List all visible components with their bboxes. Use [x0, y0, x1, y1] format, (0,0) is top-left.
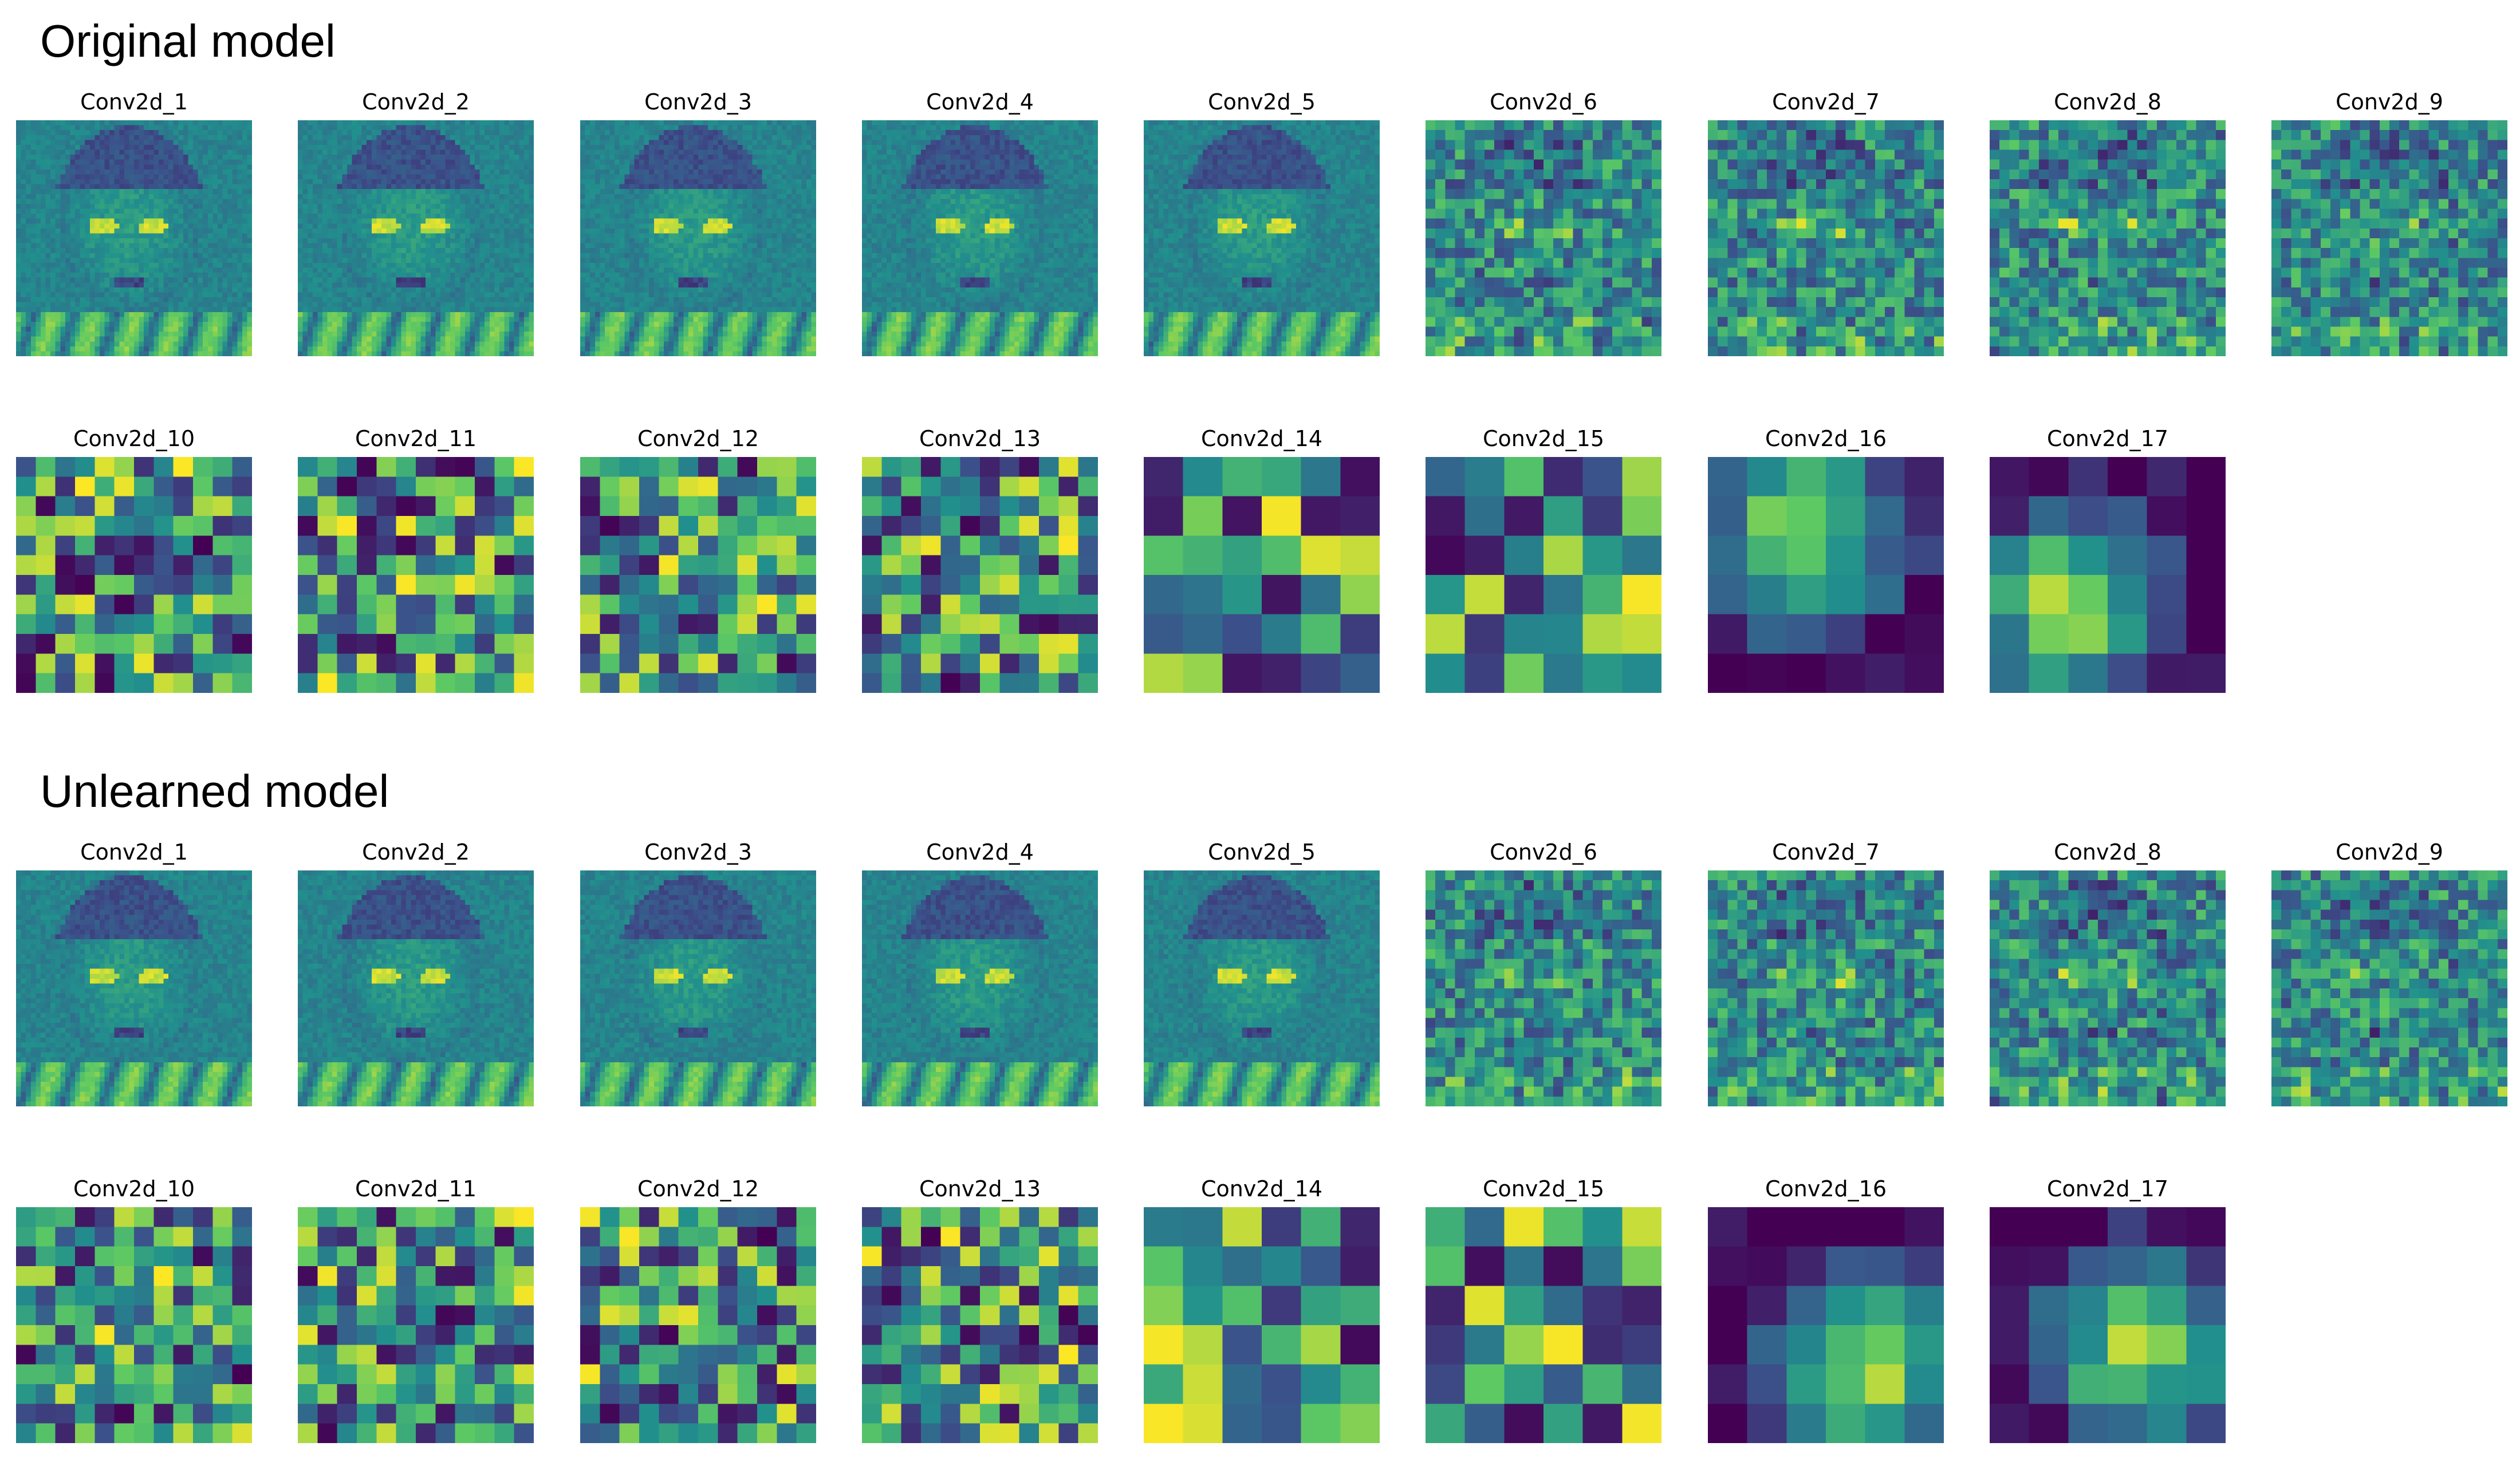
- feature-map-image: [298, 120, 534, 356]
- feature-map-label: Conv2d_7: [1772, 840, 1880, 865]
- feature-map-image: [862, 120, 1098, 356]
- feature-map-image: [1144, 1207, 1380, 1443]
- original-model-title: Original model: [40, 15, 336, 66]
- feature-map-image: [862, 1207, 1098, 1443]
- feature-map-image: [580, 1207, 816, 1443]
- feature-map-image: [862, 457, 1098, 693]
- feature-map-label: Conv2d_2: [362, 89, 470, 115]
- feature-map-image: [16, 1207, 252, 1443]
- feature-map-label: Conv2d_14: [1200, 426, 1322, 451]
- feature-map-image: [1708, 870, 1944, 1106]
- feature-map-label: Conv2d_4: [926, 89, 1034, 115]
- feature-map-label: Conv2d_9: [2336, 89, 2443, 115]
- feature-map-label: Conv2d_7: [1772, 89, 1880, 115]
- feature-map-label: Conv2d_13: [919, 1176, 1041, 1201]
- feature-map-label: Conv2d_1: [80, 89, 188, 115]
- feature-map-image: [1144, 870, 1380, 1106]
- feature-map-label: Conv2d_17: [2046, 426, 2168, 451]
- feature-map-image: [1990, 870, 2226, 1106]
- feature-map-label: Conv2d_17: [2046, 1176, 2168, 1201]
- feature-map-image: [1990, 1207, 2226, 1443]
- feature-map-image: [580, 457, 816, 693]
- feature-map-label: Conv2d_10: [73, 1176, 195, 1201]
- feature-map-label: Conv2d_14: [1200, 1176, 1322, 1201]
- feature-map-image: [1990, 457, 2226, 693]
- feature-map-label: Conv2d_12: [637, 426, 759, 451]
- feature-map-image: [1426, 120, 1661, 356]
- feature-map-image: [862, 870, 1098, 1106]
- feature-map-label: Conv2d_13: [919, 426, 1041, 451]
- feature-map-image: [298, 870, 534, 1106]
- feature-map-label: Conv2d_3: [644, 840, 752, 865]
- feature-map-label: Conv2d_11: [355, 426, 477, 451]
- feature-map-label: Conv2d_4: [926, 840, 1034, 865]
- feature-map-label: Conv2d_15: [1482, 426, 1604, 451]
- feature-map-image: [1426, 870, 1661, 1106]
- feature-map-label: Conv2d_5: [1208, 840, 1316, 865]
- feature-map-image: [1708, 457, 1944, 693]
- feature-map-image: [1990, 120, 2226, 356]
- feature-map-image: [16, 870, 252, 1106]
- feature-map-image: [298, 457, 534, 693]
- feature-map-image: [580, 870, 816, 1106]
- feature-map-image: [16, 120, 252, 356]
- feature-map-image: [1426, 1207, 1661, 1443]
- feature-map-image: [16, 457, 252, 693]
- feature-map-image: [1144, 120, 1380, 356]
- feature-map-label: Conv2d_5: [1208, 89, 1316, 115]
- feature-map-label: Conv2d_10: [73, 426, 195, 451]
- feature-map-label: Conv2d_16: [1765, 1176, 1887, 1201]
- feature-map-image: [298, 1207, 534, 1443]
- feature-map-image: [1144, 457, 1380, 693]
- feature-map-label: Conv2d_12: [637, 1176, 759, 1201]
- feature-map-image: [2271, 120, 2507, 356]
- feature-map-label: Conv2d_2: [362, 840, 470, 865]
- feature-map-image: [2271, 870, 2507, 1106]
- feature-map-label: Conv2d_3: [644, 89, 752, 115]
- feature-map-label: Conv2d_11: [355, 1176, 477, 1201]
- feature-map-label: Conv2d_9: [2336, 840, 2443, 865]
- feature-map-label: Conv2d_6: [1490, 840, 1597, 865]
- feature-map-image: [580, 120, 816, 356]
- feature-map-image: [1708, 120, 1944, 356]
- feature-map-label: Conv2d_8: [2054, 840, 2161, 865]
- feature-map-label: Conv2d_15: [1482, 1176, 1604, 1201]
- feature-map-label: Conv2d_1: [80, 840, 188, 865]
- unlearned-model-title: Unlearned model: [40, 766, 389, 817]
- feature-map-label: Conv2d_8: [2054, 89, 2161, 115]
- feature-map-image: [1708, 1207, 1944, 1443]
- feature-map-label: Conv2d_16: [1765, 426, 1887, 451]
- feature-map-image: [1426, 457, 1661, 693]
- feature-map-label: Conv2d_6: [1490, 89, 1597, 115]
